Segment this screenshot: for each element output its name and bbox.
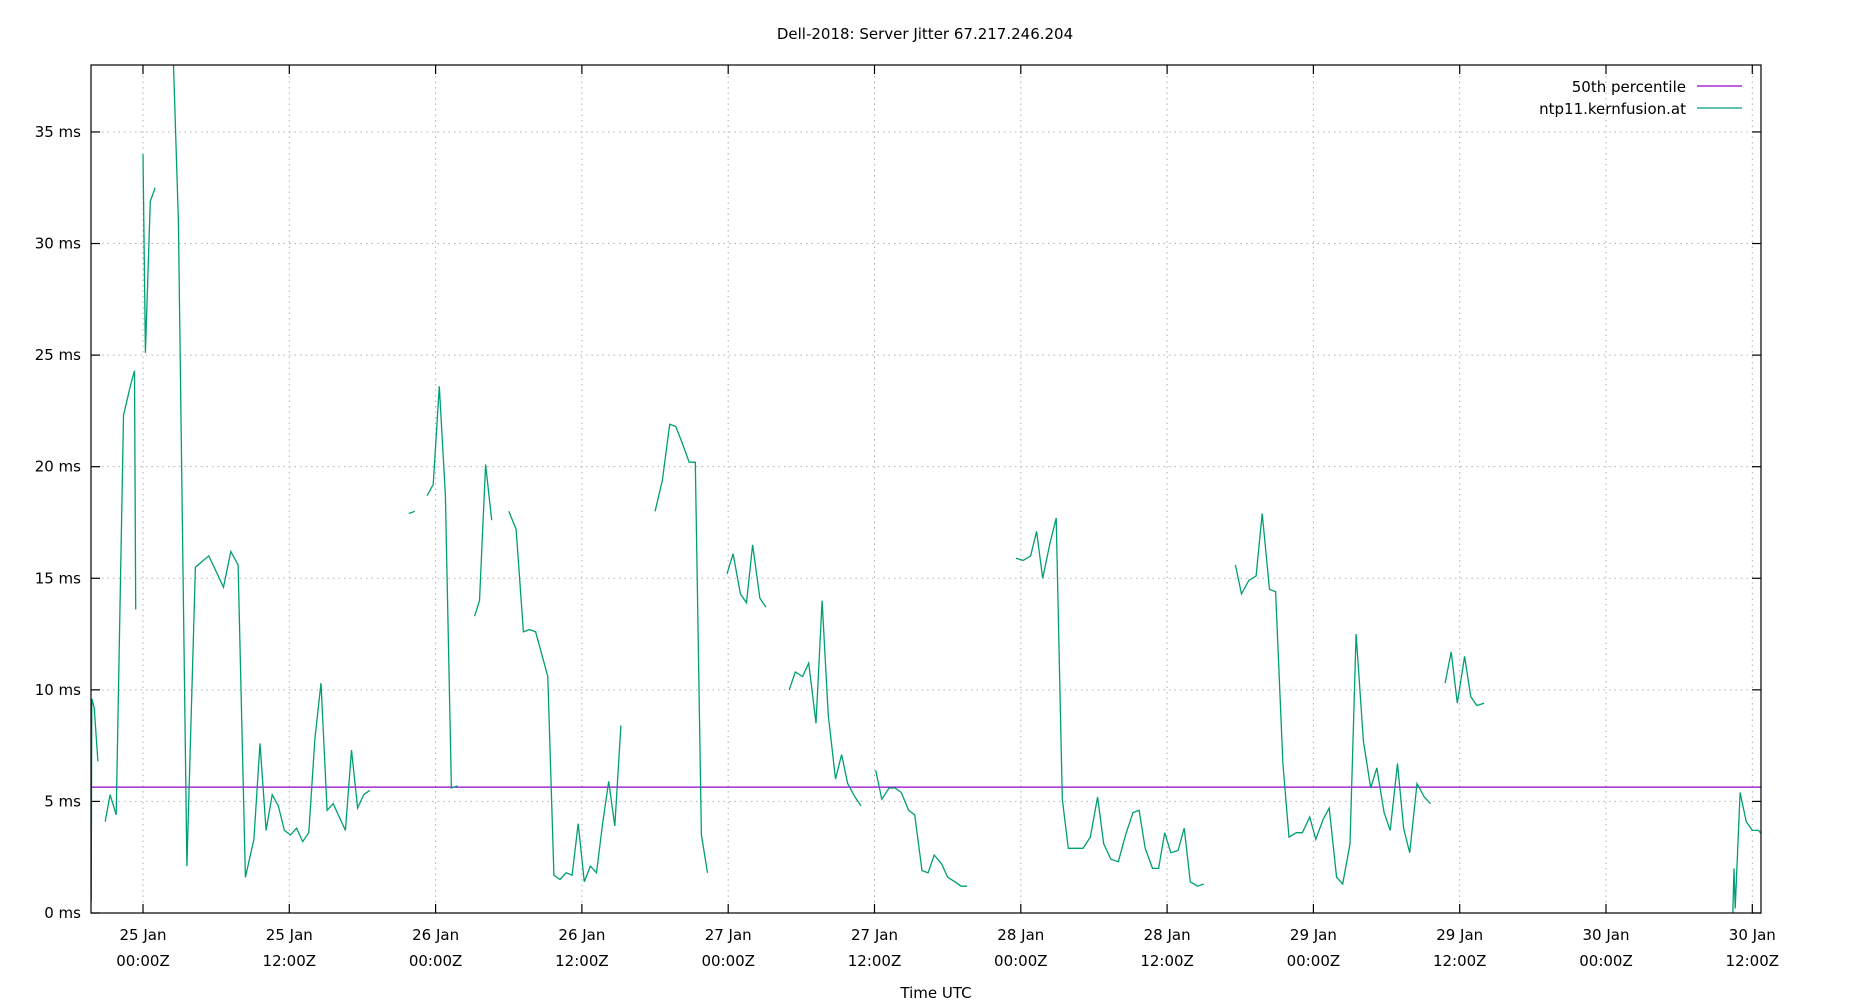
x-tick-date: 28 Jan xyxy=(997,926,1044,944)
x-tick-time: 00:00Z xyxy=(994,952,1048,970)
plot-area xyxy=(91,65,1761,913)
x-tick-time: 00:00Z xyxy=(409,952,463,970)
x-axis-labels: 25 Jan 00:00Z 25 Jan 12:00Z 26 Jan 00:00Z 26 J… xyxy=(116,926,1779,970)
series-segment xyxy=(408,510,416,515)
series-segment xyxy=(91,587,99,902)
legend: 50th percentile ntp11.kernfusion.at xyxy=(1539,78,1742,118)
x-tick-time: 00:00Z xyxy=(1287,952,1341,970)
y-tick-label: 35 ms xyxy=(35,123,81,141)
x-tick-time: 00:00Z xyxy=(1579,952,1633,970)
y-tick-label: 15 ms xyxy=(35,569,81,587)
x-tick-time: 12:00Z xyxy=(555,952,609,970)
grid-lines xyxy=(91,65,1761,913)
series-segment xyxy=(172,65,371,878)
x-tick-date: 26 Jan xyxy=(558,926,605,944)
series-segment xyxy=(875,770,968,887)
x-tick-date: 29 Jan xyxy=(1290,926,1337,944)
x-tick-date: 25 Jan xyxy=(120,926,167,944)
x-tick-date: 27 Jan xyxy=(705,926,752,944)
x-axis-title: Time UTC xyxy=(899,984,971,1000)
y-axis-labels: 0 ms 5 ms 10 ms 15 ms 20 ms 25 ms 30 ms 35 ms xyxy=(35,123,81,922)
series-segment xyxy=(426,386,458,789)
series-segment xyxy=(1015,517,1204,887)
ntp11-series xyxy=(91,65,1761,913)
series-segment xyxy=(654,423,709,873)
x-tick-time: 12:00Z xyxy=(1433,952,1487,970)
x-tick-date: 28 Jan xyxy=(1144,926,1191,944)
series-segment xyxy=(726,544,767,608)
y-tick-label: 25 ms xyxy=(35,346,81,364)
x-tick-date: 29 Jan xyxy=(1436,926,1483,944)
x-tick-date: 30 Jan xyxy=(1729,926,1776,944)
series-segment xyxy=(1732,792,1761,913)
series-segment xyxy=(142,154,156,353)
series-segment xyxy=(1234,513,1431,886)
y-tick-label: 10 ms xyxy=(35,681,81,699)
series-segment xyxy=(788,600,862,807)
x-tick-time: 12:00Z xyxy=(848,952,902,970)
x-tick-date: 25 Jan xyxy=(266,926,313,944)
x-tick-date: 27 Jan xyxy=(851,926,898,944)
series-segment xyxy=(1444,651,1485,707)
plot-border xyxy=(90,64,1762,914)
x-tick-time: 12:00Z xyxy=(1140,952,1194,970)
axis-ticks xyxy=(91,65,1761,914)
x-tick-date: 30 Jan xyxy=(1583,926,1630,944)
y-tick-label: 0 ms xyxy=(44,904,81,922)
series-segment xyxy=(508,511,622,883)
x-tick-time: 00:00Z xyxy=(116,952,170,970)
y-tick-label: 20 ms xyxy=(35,458,81,476)
series-segment xyxy=(473,464,493,617)
series-segment xyxy=(104,370,137,822)
y-tick-label: 30 ms xyxy=(35,235,81,253)
x-tick-time: 12:00Z xyxy=(1726,952,1780,970)
legend-item-ntp11: ntp11.kernfusion.at xyxy=(1539,100,1742,118)
chart-title: Dell-2018: Server Jitter 67.217.246.204 xyxy=(777,25,1073,43)
x-tick-time: 12:00Z xyxy=(263,952,317,970)
legend-label-median: 50th percentile xyxy=(1572,78,1686,96)
y-tick-label: 5 ms xyxy=(44,792,81,810)
legend-item-median: 50th percentile xyxy=(1572,78,1742,96)
legend-label-ntp11: ntp11.kernfusion.at xyxy=(1539,100,1686,118)
x-tick-time: 00:00Z xyxy=(701,952,755,970)
x-tick-date: 26 Jan xyxy=(412,926,459,944)
